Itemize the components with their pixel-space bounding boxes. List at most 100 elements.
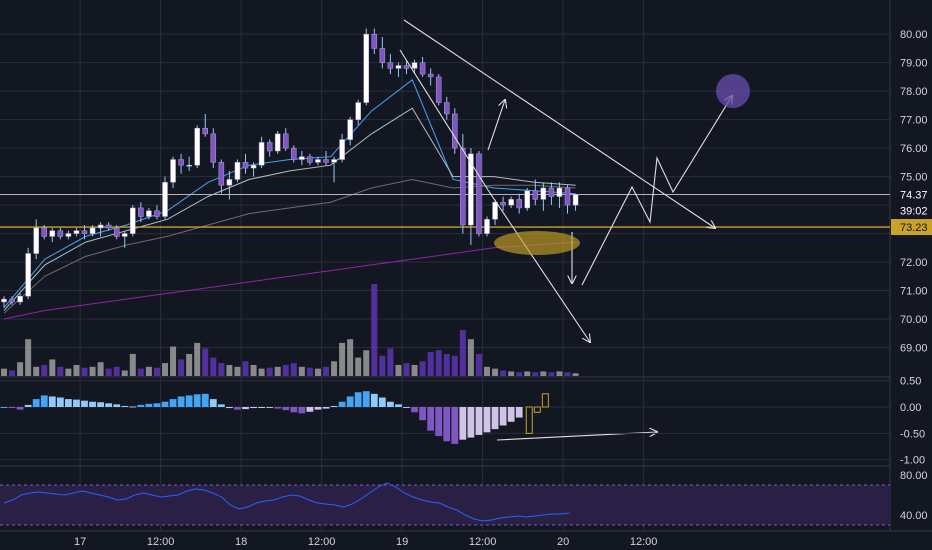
candle-body <box>186 164 192 167</box>
macd-histogram-bar <box>209 399 217 407</box>
volume-bar <box>170 346 177 376</box>
volume-bar <box>572 373 579 376</box>
volume-bar <box>347 339 354 376</box>
candle-body <box>435 76 442 103</box>
macd-histogram-bar <box>475 407 483 435</box>
candle-body <box>427 73 434 78</box>
price-tick-label: 80.00 <box>900 29 928 41</box>
volume-bar <box>467 339 474 376</box>
candle-body <box>411 62 418 69</box>
macd-histogram-bar <box>290 407 298 413</box>
rsi-band <box>0 485 890 525</box>
candle-body <box>210 133 217 163</box>
candle-body <box>73 230 80 234</box>
candle-body <box>130 207 136 234</box>
volume-bar <box>548 372 555 376</box>
candle-body <box>170 159 176 183</box>
volume-bar <box>137 368 144 376</box>
volume-bar <box>556 371 563 376</box>
volume-bar <box>540 371 547 376</box>
candle-body <box>291 147 297 160</box>
last-price-label: 74.37 <box>900 190 928 202</box>
volume-bar <box>564 372 571 376</box>
candle-body <box>41 227 47 237</box>
price-tick-label: 70.00 <box>900 314 928 326</box>
time-tick-label: 20 <box>557 536 569 548</box>
macd-histogram-bar <box>40 395 48 407</box>
macd-histogram-bar <box>113 404 121 407</box>
volume-bar <box>427 352 434 376</box>
volume-bar <box>451 355 458 376</box>
volume-bar <box>484 366 490 376</box>
volume-bar <box>113 366 120 376</box>
macd-projection-bar <box>541 393 549 408</box>
candle-body <box>202 127 208 135</box>
macd-histogram-bar <box>306 407 314 412</box>
volume-bar <box>162 363 168 376</box>
candle-body <box>387 62 394 69</box>
volume-bar <box>186 353 193 376</box>
candle-body <box>556 187 563 197</box>
candle-body <box>564 187 571 206</box>
macd-histogram-bar <box>419 407 426 421</box>
candle-body <box>146 210 152 217</box>
volume-bar <box>443 353 450 376</box>
volume-bar <box>459 330 466 376</box>
volume-bar <box>524 371 531 376</box>
time-axis[interactable]: 17 12:00 18 12:00 19 12:00 20 12:00 <box>74 536 657 548</box>
annotations[interactable] <box>399 19 750 441</box>
price-tick-label: 76.00 <box>900 143 928 155</box>
macd-histogram-bar <box>346 396 354 407</box>
candle-body <box>419 62 426 75</box>
last-price-label-bg <box>891 186 932 203</box>
candle-body <box>476 153 482 234</box>
macd-histogram-bar <box>89 401 96 407</box>
price-axis[interactable]: 80.0079.0078.0077.0076.0075.0074.0072.00… <box>891 29 932 522</box>
macd-histogram-bar <box>387 401 394 407</box>
candle-body <box>97 224 104 229</box>
candle-body <box>532 190 539 200</box>
macd-histogram-bar <box>459 407 467 440</box>
candle-body <box>274 133 281 152</box>
macd-histogram-bar <box>354 392 362 407</box>
macd-tick-label: -0.50 <box>900 428 925 440</box>
candle-body <box>444 102 450 115</box>
candle-body <box>572 194 579 206</box>
candle-body <box>154 210 160 217</box>
candle-body <box>89 227 96 234</box>
macd-histogram-bar <box>403 407 410 408</box>
candle-body <box>266 142 273 152</box>
macd-histogram-bar <box>65 399 72 407</box>
volume-bar <box>282 364 289 376</box>
macd-histogram-bar <box>491 407 499 430</box>
macd-histogram-bar <box>330 405 338 407</box>
macd-histogram-bar <box>48 396 56 407</box>
macd-histogram-bar <box>451 407 459 444</box>
macd-histogram-bar <box>370 393 378 407</box>
support-price-label-bg <box>891 219 932 236</box>
volume-bar <box>226 364 233 376</box>
volume-bar <box>532 372 539 376</box>
recovery-path <box>581 96 732 286</box>
macd-histogram-bar <box>145 403 153 407</box>
volume-bar <box>97 362 104 376</box>
macd-tick-label: 0.50 <box>900 376 921 388</box>
rsi-pane <box>0 482 890 526</box>
price-tick-label: 69.00 <box>900 343 928 355</box>
macd-histogram-bar <box>185 395 193 407</box>
candle-body <box>250 164 257 169</box>
volume-bar <box>475 353 482 376</box>
pane-separators <box>0 0 932 532</box>
volume-bar <box>258 368 265 376</box>
rsi-tick-label: 80.00 <box>900 470 928 482</box>
macd-histogram-bar <box>129 406 137 408</box>
decline-line <box>399 49 489 191</box>
candle-body <box>122 233 128 237</box>
time-tick-label: 18 <box>235 536 247 548</box>
volume-bar <box>339 342 346 376</box>
resistance-trendline <box>403 19 715 228</box>
volume-bar <box>492 368 499 376</box>
macd-histogram-bar <box>161 401 169 407</box>
